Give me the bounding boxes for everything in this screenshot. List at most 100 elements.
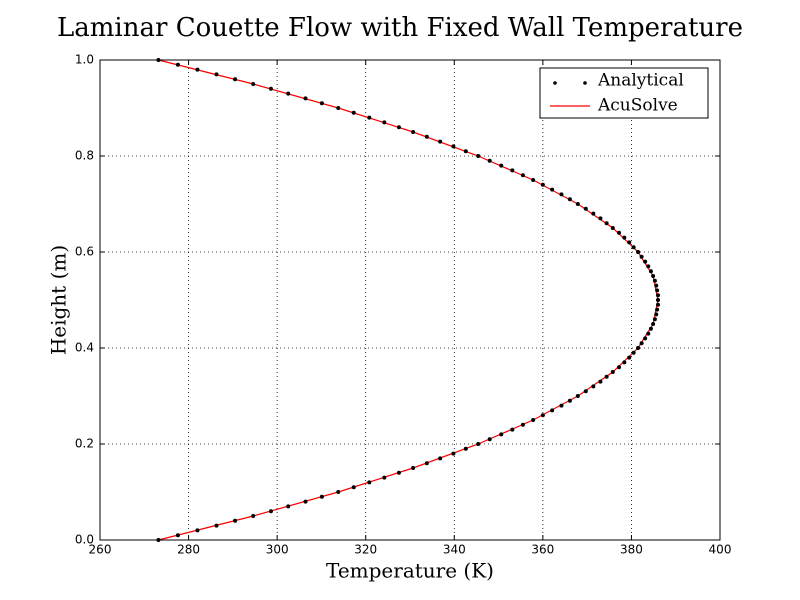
data-point xyxy=(652,278,657,283)
legend-box xyxy=(539,67,709,119)
data-point xyxy=(631,350,636,355)
data-point xyxy=(195,67,200,72)
data-point xyxy=(195,528,200,533)
data-point xyxy=(651,274,656,278)
data-point xyxy=(336,490,341,494)
data-point xyxy=(233,77,238,82)
data-point xyxy=(175,533,180,538)
data-point xyxy=(451,451,456,456)
data-point xyxy=(627,355,632,360)
data-point xyxy=(520,422,525,427)
data-point xyxy=(303,96,308,101)
data-point xyxy=(583,206,588,211)
data-point xyxy=(627,240,632,245)
data-point xyxy=(639,341,644,346)
data-point xyxy=(617,365,622,370)
x-tick-label: 360 xyxy=(531,543,554,557)
legend-marker xyxy=(583,81,587,85)
data-point xyxy=(510,168,515,173)
data-point xyxy=(319,494,324,499)
data-point xyxy=(550,408,555,413)
data-point xyxy=(604,374,609,379)
data-point xyxy=(654,283,659,288)
chart-title: Laminar Couette Flow with Fixed Wall Tem… xyxy=(57,13,743,43)
data-point xyxy=(510,427,515,432)
data-point xyxy=(411,466,416,470)
data-point xyxy=(251,82,256,86)
plot-frame xyxy=(99,59,721,541)
data-point xyxy=(336,106,341,110)
data-point xyxy=(499,432,504,437)
data-point xyxy=(396,470,401,475)
data-point xyxy=(540,182,545,187)
data-point xyxy=(652,317,657,322)
data-point xyxy=(520,173,525,178)
data-point xyxy=(622,360,627,365)
data-point xyxy=(487,437,492,442)
data-point xyxy=(636,250,641,254)
x-tick-label: 280 xyxy=(177,543,200,557)
data-point xyxy=(175,62,180,67)
legend-label: Analytical xyxy=(597,71,684,91)
data-point xyxy=(286,504,291,509)
x-tick-label: 260 xyxy=(89,543,112,557)
data-point xyxy=(499,163,504,168)
legend-label: AcuSolve xyxy=(597,96,678,116)
data-point xyxy=(396,125,401,130)
data-point xyxy=(591,211,596,216)
data-point xyxy=(610,226,615,230)
y-tick-label: 0.8 xyxy=(75,149,94,163)
x-tick-label: 320 xyxy=(354,543,377,557)
data-point xyxy=(651,322,656,326)
data-point xyxy=(351,110,356,115)
data-point xyxy=(382,120,387,125)
data-point xyxy=(476,154,481,158)
data-point xyxy=(610,370,615,374)
y-tick-label: 0.2 xyxy=(75,437,94,451)
data-point xyxy=(643,259,648,264)
y-tick-label: 0.4 xyxy=(75,341,94,355)
data-point xyxy=(367,480,372,485)
data-point xyxy=(636,346,641,350)
data-point xyxy=(567,197,572,202)
data-point xyxy=(591,384,596,389)
data-point xyxy=(656,293,660,298)
data-point xyxy=(622,235,627,240)
data-point xyxy=(451,144,456,149)
data-point xyxy=(655,307,660,312)
data-point xyxy=(656,302,660,307)
data-point xyxy=(476,442,481,446)
data-point xyxy=(411,130,416,134)
data-point xyxy=(631,245,636,250)
data-point xyxy=(438,139,443,144)
data-point xyxy=(424,461,429,466)
data-point xyxy=(531,418,536,422)
legend-marker xyxy=(553,81,557,85)
data-point xyxy=(268,509,273,514)
data-point xyxy=(646,264,651,269)
data-point xyxy=(463,149,468,154)
x-tick-label: 340 xyxy=(443,543,466,557)
y-axis-label: Height (m) xyxy=(47,245,71,355)
data-point xyxy=(286,91,291,96)
data-point xyxy=(617,230,622,235)
data-point xyxy=(639,254,644,259)
data-point xyxy=(550,187,555,192)
x-tick-label: 300 xyxy=(266,543,289,557)
data-point xyxy=(559,403,564,408)
x-tick-label: 400 xyxy=(709,543,732,557)
data-point xyxy=(540,413,545,418)
data-point xyxy=(655,288,660,293)
data-point xyxy=(251,514,256,518)
data-point xyxy=(643,336,648,341)
data-point xyxy=(598,379,603,384)
data-point xyxy=(648,269,653,274)
data-point xyxy=(463,446,468,451)
data-point xyxy=(214,523,219,528)
data-point xyxy=(559,192,564,197)
data-point xyxy=(319,101,324,106)
data-point xyxy=(598,216,603,221)
data-point xyxy=(268,86,273,91)
